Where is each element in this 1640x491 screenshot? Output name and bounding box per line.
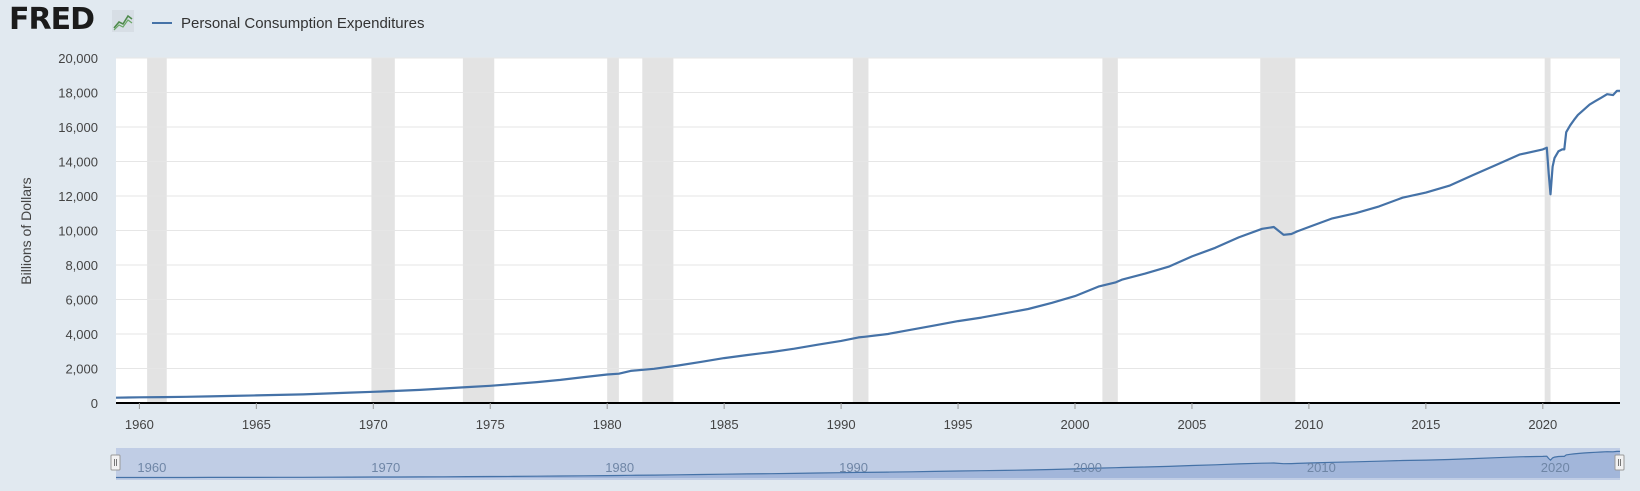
chart-legend[interactable]: Personal Consumption Expenditures — [152, 12, 424, 34]
x-tick-label: 1970 — [359, 417, 388, 432]
x-tick-label: 2020 — [1528, 417, 1557, 432]
x-tick-label: 1985 — [710, 417, 739, 432]
y-tick-label: 12,000 — [58, 189, 98, 204]
grid-lines — [116, 57, 1620, 369]
x-tick-label: 1975 — [476, 417, 505, 432]
x-tick-label: 2010 — [1294, 417, 1323, 432]
navigator-labels: 1960 1970 1980 1990 2000 2010 2020 — [137, 460, 1569, 475]
y-tick-label: 6,000 — [65, 293, 98, 308]
navigator-tick-label: 2010 — [1307, 460, 1336, 475]
x-tick-label: 1965 — [242, 417, 271, 432]
series-line — [115, 89, 1620, 399]
y-axis-ticks: 0 2,000 4,000 6,000 8,000 10,000 12,000 14,000 1… — [58, 51, 98, 411]
x-tick-label: 2015 — [1411, 417, 1440, 432]
y-tick-label: 10,000 — [58, 224, 98, 239]
y-tick-label: 0 — [91, 396, 98, 411]
navigator-tick-label: 1990 — [839, 460, 868, 475]
range-navigator[interactable]: 1960 1970 1980 1990 2000 2010 2020 — [110, 448, 1625, 480]
navigator-left-handle[interactable] — [110, 454, 121, 471]
x-tick-label: 1995 — [944, 417, 973, 432]
fred-logo[interactable]: FRED — [9, 2, 95, 37]
y-tick-label: 2,000 — [65, 362, 98, 377]
navigator-tick-label: 2020 — [1541, 460, 1570, 475]
navigator-series-area — [116, 451, 1620, 478]
navigator-tick-label: 1970 — [371, 460, 400, 475]
x-tick-label: 2000 — [1061, 417, 1090, 432]
navigator-right-handle[interactable] — [1614, 454, 1625, 471]
y-tick-label: 14,000 — [58, 155, 98, 170]
y-tick-label: 16,000 — [58, 120, 98, 135]
legend-series-label: Personal Consumption Expenditures — [181, 14, 425, 32]
fred-graph-icon[interactable] — [112, 10, 134, 32]
y-tick-label: 18,000 — [58, 86, 98, 101]
y-tick-label: 8,000 — [65, 258, 98, 273]
x-tick-label: 2005 — [1177, 417, 1206, 432]
navigator-tick-label: 1960 — [137, 460, 166, 475]
legend-series-swatch — [152, 22, 172, 24]
navigator-tick-label: 2000 — [1073, 460, 1102, 475]
navigator-series-line — [116, 450, 1620, 479]
chart-header: FRED Personal Consumption Expenditures — [0, 0, 1640, 46]
x-tick-label: 1980 — [593, 417, 622, 432]
x-axis-ticks: 1960 1965 1970 1975 1980 1985 1990 1995 2000 2005… — [125, 403, 1557, 432]
navigator-selected-range[interactable] — [116, 448, 1620, 480]
x-tick-label: 1990 — [827, 417, 856, 432]
series-layer — [115, 89, 1620, 399]
navigator-tick-label: 1980 — [605, 460, 634, 475]
y-tick-label: 20,000 — [58, 51, 98, 66]
y-axis-title: Billions of Dollars — [18, 177, 34, 284]
y-tick-label: 4,000 — [65, 327, 98, 342]
x-tick-label: 1960 — [125, 417, 154, 432]
